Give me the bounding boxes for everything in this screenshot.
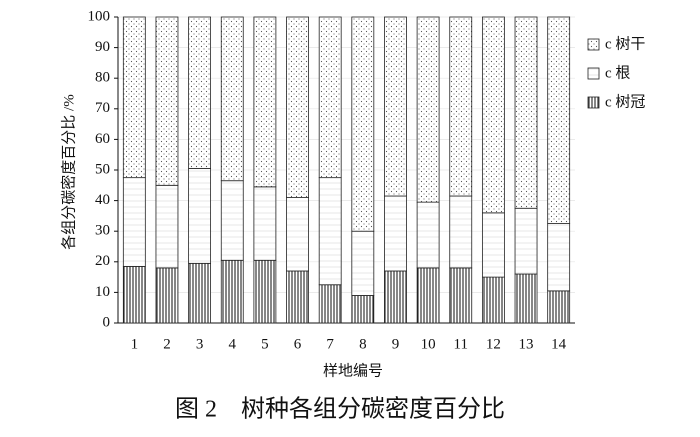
- x-tick-label: 4: [229, 336, 237, 352]
- bar-segment: [253, 259, 277, 324]
- bar-segment: [449, 195, 473, 269]
- bar-segment: [449, 16, 473, 197]
- bar-segment: [481, 212, 505, 278]
- legend-swatch: [587, 67, 600, 80]
- x-tick-label: 6: [294, 336, 302, 352]
- bar-segment: [253, 16, 277, 188]
- bar-segment: [155, 267, 179, 324]
- bar-segment: [351, 16, 375, 232]
- bar-segment: [188, 168, 212, 264]
- bar-segment: [416, 267, 440, 324]
- x-tick-label: 13: [519, 336, 534, 352]
- bar-segment: [547, 16, 571, 224]
- y-tick-label: 80: [95, 70, 110, 86]
- x-tick-label: 11: [454, 336, 468, 352]
- bar-segment: [547, 223, 571, 292]
- bar-segment: [318, 177, 342, 286]
- bar-segment: [384, 270, 407, 324]
- y-tick-label: 100: [88, 8, 111, 24]
- bar-segment: [253, 186, 277, 261]
- x-tick-label: 7: [326, 336, 334, 352]
- y-axis-label: 各组分碳密度百分比 /%: [60, 94, 77, 249]
- x-axis-label: 样地编号: [323, 362, 383, 379]
- bar-segment: [220, 16, 244, 182]
- bar-segment: [155, 16, 179, 186]
- bar-segment: [481, 276, 505, 324]
- x-tick-label: 12: [486, 336, 501, 352]
- bar-segment: [547, 290, 571, 324]
- bar-segment: [286, 270, 309, 324]
- bar-segment: [318, 284, 342, 324]
- bar-segment: [122, 177, 146, 267]
- bar-segment: [220, 180, 244, 261]
- x-tick-label: 14: [551, 336, 567, 352]
- y-tick-label: 30: [95, 223, 110, 239]
- bar-segment: [155, 184, 179, 269]
- bar-segment: [351, 230, 375, 296]
- bar-segment: [220, 259, 244, 324]
- legend-swatch: [587, 38, 600, 51]
- bar-segment: [416, 201, 440, 269]
- x-tick-label: 2: [163, 336, 171, 352]
- bar-segment: [122, 16, 146, 179]
- y-tick-label: 70: [95, 100, 110, 116]
- x-tick-label: 1: [131, 336, 139, 352]
- x-tick-label: 8: [359, 336, 367, 352]
- bar-segment: [286, 16, 309, 198]
- bar-segment: [188, 16, 212, 169]
- bar-segment: [514, 273, 538, 324]
- bar-segment: [122, 265, 146, 324]
- bar-segment: [351, 295, 375, 324]
- bar-segment: [514, 207, 538, 275]
- y-tick-label: 90: [95, 39, 110, 55]
- bar-segment: [384, 195, 407, 272]
- legend-label: c 树冠: [605, 93, 645, 110]
- y-tick-label: 0: [103, 314, 111, 330]
- legend-label: c 根: [605, 64, 630, 81]
- bar-segment: [318, 16, 342, 179]
- bar-segment: [449, 267, 473, 324]
- y-tick-label: 20: [95, 253, 110, 269]
- bar-segment: [514, 16, 538, 209]
- bar-segment: [286, 197, 309, 272]
- y-tick-label: 60: [95, 131, 110, 147]
- x-tick-label: 10: [421, 336, 436, 352]
- legend-swatch: [587, 96, 600, 109]
- bar-segment: [188, 262, 212, 324]
- caption: 图 2 树种各组分碳密度百分比: [175, 396, 505, 423]
- x-tick-label: 3: [196, 336, 204, 352]
- legend-label: c 树干: [605, 35, 645, 52]
- bar-segment: [416, 16, 440, 203]
- y-tick-label: 10: [95, 284, 110, 300]
- y-tick-label: 50: [95, 161, 110, 177]
- x-tick-label: 5: [261, 336, 269, 352]
- x-tick-label: 9: [392, 336, 400, 352]
- bar-segment: [384, 16, 407, 197]
- bar-segment: [481, 16, 505, 214]
- y-tick-label: 40: [95, 192, 110, 208]
